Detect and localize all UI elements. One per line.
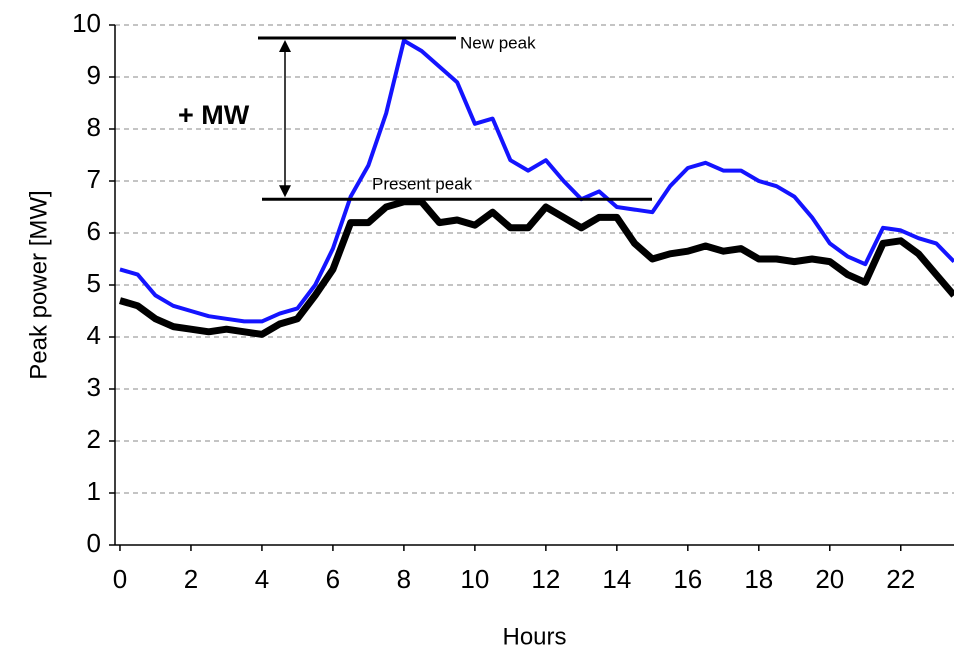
y-tick-label: 2 (87, 424, 101, 454)
x-tick-label: 14 (602, 564, 631, 594)
y-axis-label: Peak power [MW] (25, 190, 52, 379)
y-tick-label: 7 (87, 164, 101, 194)
x-tick-label: 22 (886, 564, 915, 594)
x-tick-label: 6 (326, 564, 340, 594)
x-tick-label: 4 (255, 564, 269, 594)
data-line (119, 38, 954, 324)
y-tick-label: 3 (87, 372, 101, 402)
x-tick-label: 10 (460, 564, 489, 594)
delta-label: + MW (178, 100, 250, 130)
x-axis-label: Hours (502, 623, 566, 650)
data-line (118, 198, 954, 338)
present-peak-label: Present peak (372, 175, 473, 194)
new-peak-label: New peak (460, 33, 536, 52)
y-tick-label: 6 (87, 216, 101, 246)
y-tick-label: 8 (87, 112, 101, 142)
x-tick-label: 0 (113, 564, 127, 594)
y-tick-label: 4 (87, 320, 101, 350)
x-tick-label: 2 (184, 564, 198, 594)
arrow-head-up (279, 40, 291, 52)
x-tick-label: 20 (815, 564, 844, 594)
x-tick-label: 18 (744, 564, 773, 594)
y-tick-label: 10 (72, 8, 101, 38)
y-tick-label: 9 (87, 60, 101, 90)
arrow-head-down (279, 185, 291, 198)
y-tick-label: 0 (87, 528, 101, 558)
y-tick-label: 5 (87, 268, 101, 298)
x-tick-label: 8 (397, 564, 411, 594)
x-tick-label: 16 (673, 564, 702, 594)
y-tick-label: 1 (87, 476, 101, 506)
x-tick-label: 12 (531, 564, 560, 594)
